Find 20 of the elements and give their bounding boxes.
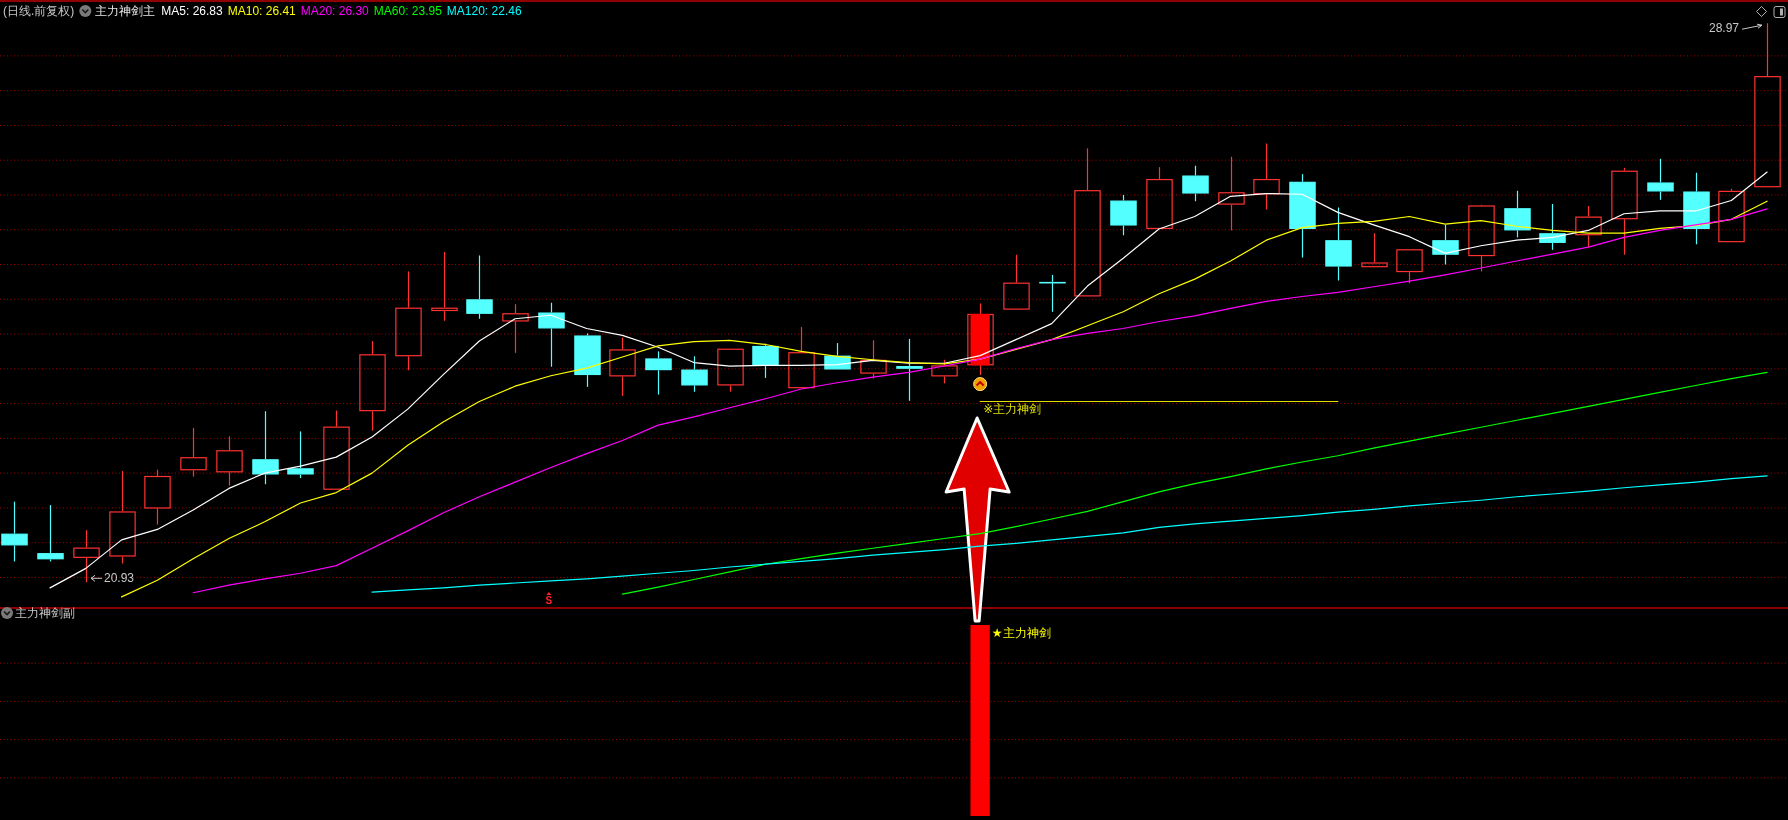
series-label: ★主力神剑 [991,626,1051,640]
candlestick [1218,156,1245,232]
chart-subtitle: 主力神剑主 [95,4,156,18]
series-label: ※主力神剑 [983,402,1042,417]
candlestick [788,326,815,389]
text: MA20: 26.30 [300,4,370,18]
candlestick [896,338,923,402]
annotation: 28.97 [1708,20,1740,35]
annotation: 20.93 [104,571,135,586]
text: MA10: 26.41 [227,4,297,18]
text: MA5: 26.83 [161,4,224,18]
chart-title: (日线.前复权) [3,4,75,18]
candlestick [1361,232,1388,268]
chart-title: 主力神剑副 [15,606,75,620]
text: S [545,595,553,606]
candlestick [1003,254,1030,310]
candlestick [1611,167,1638,256]
text: MA60: 23.95 [373,4,443,18]
text: MA120: 22.46 [446,4,522,18]
candlestick [1074,147,1101,297]
